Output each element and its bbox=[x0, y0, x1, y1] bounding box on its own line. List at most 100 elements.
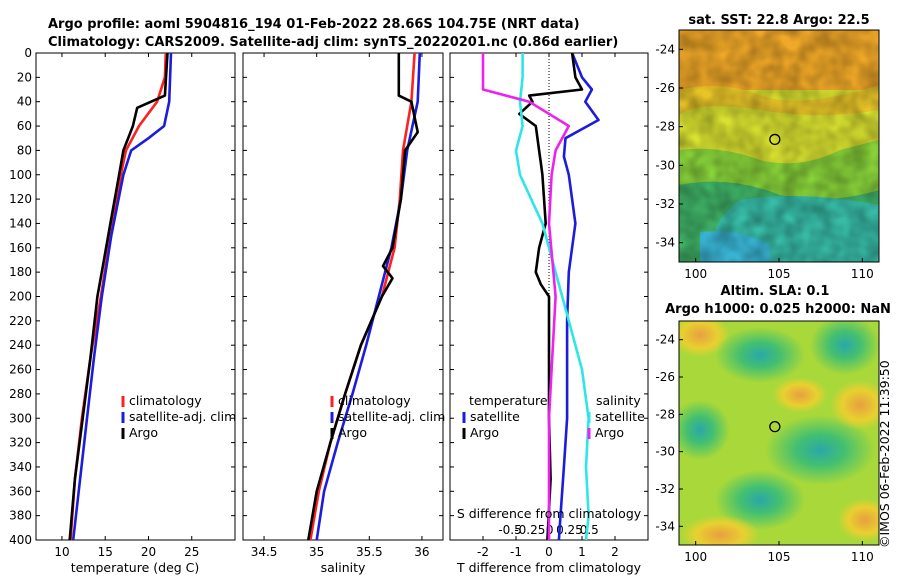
series-line-satellite-adj-clim bbox=[71, 52, 173, 541]
legend-label-climatology: climatology bbox=[338, 393, 411, 408]
y-tick-label: 200 bbox=[9, 290, 32, 304]
map-y-tick-label: -30 bbox=[655, 445, 675, 459]
y-tick-label: 180 bbox=[9, 265, 32, 279]
map-x-tick-label: 100 bbox=[684, 267, 707, 281]
difference-xlabel-top: S difference from climatology bbox=[457, 506, 642, 521]
series-line-s-satellite bbox=[514, 53, 590, 541]
map-y-tick-label: -24 bbox=[655, 333, 675, 347]
salinity-xlabel: salinity bbox=[321, 560, 366, 575]
difference-legend-temperature: temperature satellite Argo bbox=[462, 393, 548, 440]
y-tick-label: 260 bbox=[9, 363, 32, 377]
x-tick-label: 36 bbox=[414, 545, 429, 559]
profile-lines bbox=[68, 52, 600, 541]
map-x-tick-label: 110 bbox=[851, 267, 874, 281]
map-y-tick-label: -26 bbox=[655, 81, 675, 95]
difference-legend-salinity: salinity satellite Argo bbox=[587, 393, 645, 440]
series-line-t-argo bbox=[517, 52, 584, 541]
series-line-argo bbox=[68, 52, 169, 541]
legend-label-argo: Argo bbox=[129, 425, 158, 440]
series-line-argo bbox=[307, 53, 420, 541]
map-x-tick-label: 105 bbox=[768, 550, 791, 564]
map-y-tick-label: -34 bbox=[655, 519, 675, 533]
x-tick-label: 35 bbox=[309, 545, 324, 559]
y-tick-label: 140 bbox=[9, 216, 32, 230]
legend-label-s-argo: Argo bbox=[595, 425, 624, 440]
x-tick-label: -1 bbox=[510, 545, 522, 559]
y-tick-label: 340 bbox=[9, 460, 32, 474]
sla-map-title-line1: Altim. SLA: 0.1 bbox=[721, 284, 830, 299]
difference-xlabel: T difference from climatology bbox=[456, 560, 642, 575]
map-x-tick-label: 110 bbox=[851, 550, 874, 564]
sst-map-field bbox=[679, 30, 879, 262]
legend-label-satellite: satellite-adj. clim bbox=[129, 409, 236, 424]
legend-label-t-satellite: satellite bbox=[470, 409, 520, 424]
y-tick-label: 240 bbox=[9, 338, 32, 352]
x-tick-label: 15 bbox=[98, 545, 113, 559]
legend-label-satellite: satellite-adj. clim bbox=[338, 409, 445, 424]
x-top-tick-label: -0.25 bbox=[514, 523, 545, 537]
imos-timestamp: ©IMOS 06-Feb-2022 11:39:50 bbox=[877, 360, 892, 548]
map-y-tick-label: -34 bbox=[655, 236, 675, 250]
series-line-climatology bbox=[69, 52, 168, 541]
figure-title-line1: Argo profile: aoml 5904816_194 01-Feb-20… bbox=[48, 17, 580, 32]
map-y-tick-label: -28 bbox=[655, 120, 675, 134]
y-tick-label: 400 bbox=[9, 533, 32, 547]
axis-ticks: 0204060801001201401601802002202402602803… bbox=[9, 46, 648, 559]
figure-title-line2: Climatology: CARS2009. Satellite-adj cli… bbox=[48, 35, 618, 50]
y-tick-label: 320 bbox=[9, 436, 32, 450]
y-tick-label: 20 bbox=[17, 70, 32, 84]
y-tick-label: 80 bbox=[17, 143, 32, 157]
series-line-s-argo bbox=[481, 53, 571, 540]
x-top-tick-label: 0.5 bbox=[580, 523, 599, 537]
y-tick-label: 40 bbox=[17, 95, 32, 109]
sla-map-field bbox=[679, 321, 879, 545]
x-top-tick-label: -0.5 bbox=[498, 523, 521, 537]
temperature-axes bbox=[35, 52, 236, 541]
y-tick-label: 0 bbox=[24, 46, 32, 60]
x-tick-label: 35.5 bbox=[356, 545, 383, 559]
series-line-t-satellite bbox=[557, 52, 600, 541]
salinity-legend: climatology satellite-adj. clim Argo bbox=[330, 393, 445, 440]
y-tick-label: 160 bbox=[9, 241, 32, 255]
legend-header-temperature: temperature bbox=[469, 393, 548, 408]
map-y-tick-label: -26 bbox=[655, 370, 675, 384]
y-tick-label: 380 bbox=[9, 509, 32, 523]
argo-position-marker bbox=[769, 133, 781, 146]
legend-label-t-argo: Argo bbox=[470, 425, 499, 440]
x-top-tick-label: 0.25 bbox=[556, 523, 583, 537]
series-line-satellite-adj-clim bbox=[315, 52, 422, 541]
y-tick-label: 360 bbox=[9, 484, 32, 498]
map-y-tick-label: -30 bbox=[655, 158, 675, 172]
series-line-climatology bbox=[309, 52, 416, 541]
map-x-tick-label: 105 bbox=[768, 267, 791, 281]
map-x-tick-label: 100 bbox=[684, 550, 707, 564]
map-y-tick-label: -28 bbox=[655, 407, 675, 421]
map-y-tick-label: -32 bbox=[655, 482, 675, 496]
x-tick-label: 1 bbox=[578, 545, 586, 559]
y-tick-label: 220 bbox=[9, 314, 32, 328]
map-marks: 100 105 110 -24 -26 -28 -30 -32 -34 100 105 110 -24 -… bbox=[655, 42, 873, 564]
y-tick-label: 280 bbox=[9, 387, 32, 401]
x-tick-label: 2 bbox=[611, 545, 619, 559]
legend-label-climatology: climatology bbox=[129, 393, 202, 408]
temperature-legend: climatology satellite-adj. clim Argo bbox=[121, 393, 236, 440]
y-tick-label: 120 bbox=[9, 192, 32, 206]
map-y-tick-label: -32 bbox=[655, 197, 675, 211]
y-tick-label: 60 bbox=[17, 119, 32, 133]
x-tick-label: 34.5 bbox=[251, 545, 278, 559]
x-tick-label: 20 bbox=[141, 545, 156, 559]
x-tick-label: -2 bbox=[477, 545, 489, 559]
y-tick-label: 100 bbox=[9, 168, 32, 182]
legend-label-argo: Argo bbox=[338, 425, 367, 440]
x-tick-label: 10 bbox=[54, 545, 69, 559]
sla-map-title-line2: Argo h1000: 0.025 h2000: NaN bbox=[665, 302, 891, 317]
legend-header-salinity: salinity bbox=[596, 393, 641, 408]
map-y-tick-label: -24 bbox=[655, 42, 675, 56]
x-tick-label: 0 bbox=[545, 545, 553, 559]
x-tick-label: 25 bbox=[184, 545, 199, 559]
sst-map-title: sat. SST: 22.8 Argo: 22.5 bbox=[688, 13, 869, 28]
argo-position-marker bbox=[769, 421, 781, 433]
temperature-xlabel: temperature (deg C) bbox=[71, 560, 200, 575]
y-tick-label: 300 bbox=[9, 411, 32, 425]
